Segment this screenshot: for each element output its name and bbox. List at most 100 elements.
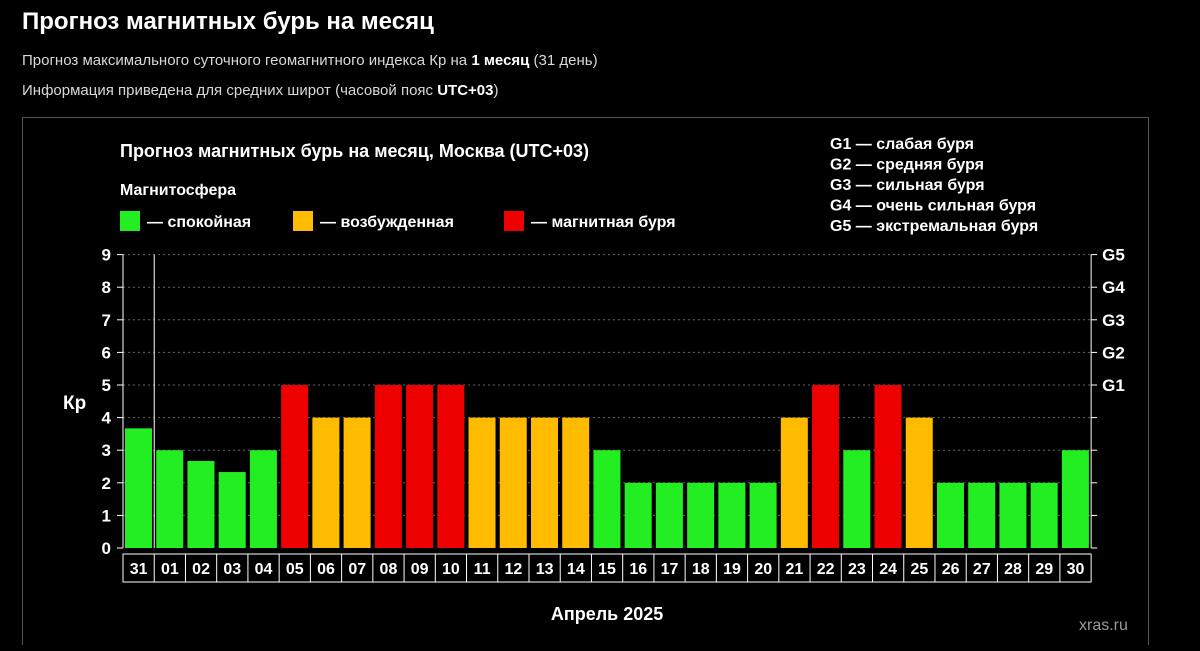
bar-09 [406, 385, 434, 548]
x-tick-label: 02 [192, 561, 210, 578]
bar-05 [281, 385, 309, 548]
y-tick-label: 7 [102, 311, 111, 330]
bar-07 [343, 417, 371, 548]
bar-01 [156, 450, 184, 548]
x-tick-label: 09 [411, 561, 429, 578]
legend-title: Магнитосфера [120, 182, 236, 199]
x-tick-label: 08 [380, 561, 398, 578]
x-tick-label: 30 [1067, 561, 1085, 578]
y-tick-label: 5 [102, 376, 111, 395]
x-tick-label: 16 [629, 561, 647, 578]
chart-panel: Прогноз магнитных бурь на месяц, Москва … [22, 117, 1149, 645]
x-tick-label: 21 [786, 561, 804, 578]
timezone-value: UTC+03 [437, 82, 494, 99]
bar-26 [936, 482, 964, 548]
y-tick-label: 3 [102, 441, 111, 460]
page-title: Прогноз магнитных бурь на месяц [22, 8, 434, 35]
bar-20 [749, 482, 777, 548]
legend-label-excited: — возбужденная [320, 214, 454, 231]
x-tick-label: 01 [161, 561, 179, 578]
y-tick-label: 2 [102, 474, 111, 493]
bar-30 [1061, 450, 1089, 548]
legend-swatch-excited [293, 211, 313, 231]
y-axis-title: Кр [63, 393, 86, 414]
x-axis-box [122, 553, 1092, 583]
x-tick-label: 26 [942, 561, 960, 578]
x-tick-label: 25 [910, 561, 928, 578]
y-tick-label: 4 [102, 409, 112, 428]
x-tick-label: 23 [848, 561, 866, 578]
x-tick-label: 07 [348, 561, 366, 578]
storm-scale-item: G5 — экстремальная буря [830, 218, 1038, 235]
x-tick-label: 29 [1035, 561, 1053, 578]
x-axis-title: Апрель 2025 [551, 604, 663, 624]
bar-22 [812, 385, 840, 548]
x-tick-label: 18 [692, 561, 710, 578]
storm-scale-item: G3 — сильная буря [830, 177, 985, 194]
g-level-label: G2 [1102, 343, 1125, 362]
timezone-text-2: ) [493, 82, 499, 99]
text-layer: Прогноз магнитных бурь на месяц, Москва … [63, 136, 1128, 634]
watermark: xras.ru [1079, 617, 1128, 634]
x-tick-label: 24 [879, 561, 897, 578]
bar-18 [687, 482, 715, 548]
forecast-description: Прогноз максимального суточного геомагни… [22, 52, 598, 69]
axis-layer [117, 254, 1098, 583]
description-period: 1 месяц [471, 52, 530, 69]
bar-14 [562, 417, 590, 548]
bar-24 [874, 385, 902, 548]
x-tick-label: 14 [567, 561, 585, 578]
bar-06 [312, 417, 340, 548]
chart-title: Прогноз магнитных бурь на месяц, Москва … [120, 141, 589, 161]
kp-bar-chart: Прогноз магнитных бурь на месяц, Москва … [63, 136, 1128, 634]
timezone-info: Информация приведена для средних широт (… [22, 82, 498, 99]
x-tick-label: 20 [754, 561, 772, 578]
bar-21 [780, 417, 808, 548]
legend-swatch-calm [120, 211, 140, 231]
legend-swatch-storm [504, 211, 524, 231]
x-tick-label: 03 [223, 561, 241, 578]
bar-28 [999, 482, 1027, 548]
description-text-1: Прогноз максимального суточного геомагни… [22, 52, 472, 69]
storm-scale-item: G2 — средняя буря [830, 157, 984, 174]
g-level-label: G4 [1102, 278, 1125, 297]
x-tick-label: 13 [536, 561, 554, 578]
bar-15 [593, 450, 621, 548]
x-tick-label: 10 [442, 561, 460, 578]
x-tick-label: 06 [317, 561, 335, 578]
bar-19 [718, 482, 746, 548]
y-tick-label: 0 [102, 539, 111, 558]
g-level-label: G3 [1102, 311, 1125, 330]
storm-scale-item: G1 — слабая буря [830, 136, 974, 153]
bar-04 [249, 450, 277, 548]
bar-layer [125, 385, 1089, 548]
bar-03 [218, 472, 246, 548]
bar-25 [905, 417, 933, 548]
x-tick-label: 31 [130, 561, 148, 578]
y-tick-label: 8 [102, 278, 111, 297]
bar-17 [655, 482, 683, 548]
description-text-2: (31 день) [529, 52, 598, 69]
y-tick-label: 6 [102, 343, 111, 362]
bar-10 [437, 385, 465, 548]
bar-02 [187, 460, 215, 548]
x-tick-label: 28 [1004, 561, 1022, 578]
bar-23 [843, 450, 871, 548]
legend-label-storm: — магнитная буря [531, 214, 676, 231]
bar-27 [968, 482, 996, 548]
storm-scale-item: G4 — очень сильная буря [830, 198, 1036, 215]
x-tick-label: 04 [255, 561, 273, 578]
x-tick-label: 27 [973, 561, 991, 578]
bar-16 [624, 482, 652, 548]
x-tick-label: 15 [598, 561, 616, 578]
x-tick-label: 11 [474, 561, 491, 578]
x-tick-label: 22 [817, 561, 835, 578]
y-tick-label: 9 [102, 246, 111, 265]
g-level-label: G1 [1102, 376, 1125, 395]
x-tick-label: 19 [723, 561, 741, 578]
g-level-label: G5 [1102, 246, 1125, 265]
x-tick-label: 17 [661, 561, 679, 578]
bar-29 [1030, 482, 1058, 548]
bar-13 [530, 417, 558, 548]
bar-11 [468, 417, 496, 548]
